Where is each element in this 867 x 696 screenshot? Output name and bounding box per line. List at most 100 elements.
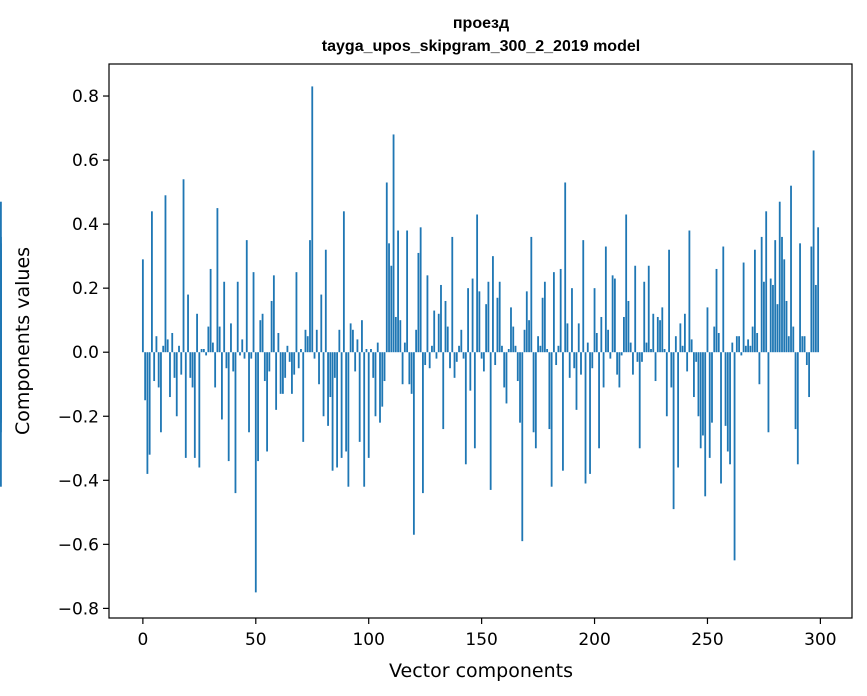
bar-component-216 <box>629 342 632 353</box>
bar-component-32 <box>214 352 217 388</box>
plot-frame <box>108 63 853 619</box>
bar-component-145 <box>469 352 472 391</box>
bar-component-167 <box>519 352 521 423</box>
bar-component-202 <box>598 352 600 449</box>
bar-component-39 <box>230 323 232 353</box>
bar-component-285 <box>785 300 788 353</box>
x-tick-label: 250 <box>691 630 723 650</box>
bar-component-169 <box>523 329 526 353</box>
bar-component-258 <box>724 352 727 426</box>
bar-component-234 <box>670 352 673 388</box>
bar-component-204 <box>602 352 605 388</box>
bar-component-52 <box>259 320 262 353</box>
bar-component-58 <box>272 275 275 353</box>
bar-component-259 <box>726 352 729 452</box>
y-tick-label: −0.4 <box>58 471 99 491</box>
bar-component-92 <box>349 323 352 353</box>
bar-component-17 <box>180 352 183 375</box>
bar-component-50 <box>254 352 257 593</box>
bar-component-108 <box>385 182 388 353</box>
bar-component-97 <box>361 320 363 353</box>
bar-component-144 <box>467 288 469 353</box>
bar-component-244 <box>693 352 695 398</box>
y-tick-label: −0.6 <box>58 535 99 555</box>
bar-component-248 <box>702 352 704 436</box>
bar-component-55 <box>266 352 268 452</box>
bar-component-43 <box>239 352 241 356</box>
bar-component-278 <box>769 278 772 353</box>
bar-component-23 <box>193 352 196 458</box>
bar-component-277 <box>767 352 770 433</box>
y-axis: −0.8 −0.6 −0.4 −0.2 0.0 0.2 0.4 0.6 0.8 <box>58 87 109 619</box>
bar-component-186 <box>562 352 564 471</box>
bar-component-257 <box>722 246 725 353</box>
bar-component-195 <box>582 240 585 353</box>
bar-component-232 <box>665 352 668 417</box>
bar-component-235 <box>672 352 675 510</box>
bar-component-131 <box>437 313 440 353</box>
bar-component-293 <box>803 336 806 353</box>
bar-component-290 <box>796 352 799 465</box>
bar-component-197 <box>586 342 589 353</box>
bar-component-253 <box>713 326 716 353</box>
bar-component-36 <box>223 281 226 353</box>
bar-component-1 <box>144 352 147 401</box>
bar-component-18 <box>182 179 185 353</box>
bar-component-102 <box>372 352 375 378</box>
x-tick-label: 100 <box>352 630 384 650</box>
bar-component-208 <box>611 275 614 353</box>
bar-component-272 <box>756 332 759 353</box>
bar-component-78 <box>318 352 320 385</box>
bar-component-77 <box>315 329 318 353</box>
bar-component-15 <box>175 352 178 417</box>
bar-component-183 <box>555 352 558 366</box>
bar-component-81 <box>324 249 327 353</box>
bar-component-136 <box>449 352 451 369</box>
bar-component-20 <box>187 294 189 353</box>
bar-component-137 <box>451 236 454 353</box>
bar-component-4 <box>151 211 153 353</box>
bar-component-114 <box>399 320 402 353</box>
bar-component-269 <box>749 345 752 353</box>
bar-component-149 <box>478 291 481 353</box>
bar-component-214 <box>625 214 628 353</box>
bar-component-205 <box>604 246 607 353</box>
chart-subtitle: tayga_upos_skipgram_300_2_2019 model <box>322 38 640 55</box>
bar-component-225 <box>650 349 652 353</box>
bar-component-87 <box>338 329 341 353</box>
bar-component-156 <box>494 352 497 366</box>
bar-component-261 <box>731 342 734 353</box>
bar-component-111 <box>392 134 395 353</box>
bar-component-251 <box>708 352 711 458</box>
bar-component-220 <box>638 352 641 449</box>
bar-component-103 <box>374 352 377 417</box>
bars-group <box>0 86 820 593</box>
bar-component-222 <box>643 281 646 353</box>
bar-component-166 <box>516 352 519 382</box>
bar-component-184 <box>557 345 560 353</box>
bar-component-287 <box>790 185 792 353</box>
bar-component-171 <box>528 320 530 353</box>
bar-component-286 <box>787 336 790 353</box>
bar-component-179 <box>546 349 549 353</box>
bar-component-299 <box>817 227 820 353</box>
bar-component-105 <box>379 352 381 423</box>
bar-component-44 <box>241 339 244 353</box>
bar-component-155 <box>492 256 494 353</box>
bar-component-247 <box>699 352 702 449</box>
bar-component-33 <box>216 208 219 353</box>
bar-component-207 <box>609 352 612 359</box>
bar-component-14 <box>173 352 176 378</box>
bar-component-85 <box>333 352 336 378</box>
bar-component-95 <box>356 339 359 353</box>
bar-component-291 <box>799 243 801 353</box>
bar-component-133 <box>442 352 445 430</box>
bar-component-199 <box>591 352 594 369</box>
bar-component-217 <box>632 352 634 375</box>
bar-component-203 <box>600 316 603 353</box>
bar-component-284 <box>783 259 786 353</box>
bar-component-229 <box>659 320 661 353</box>
bar-component-29 <box>207 326 210 353</box>
bar-component-194 <box>580 352 582 375</box>
